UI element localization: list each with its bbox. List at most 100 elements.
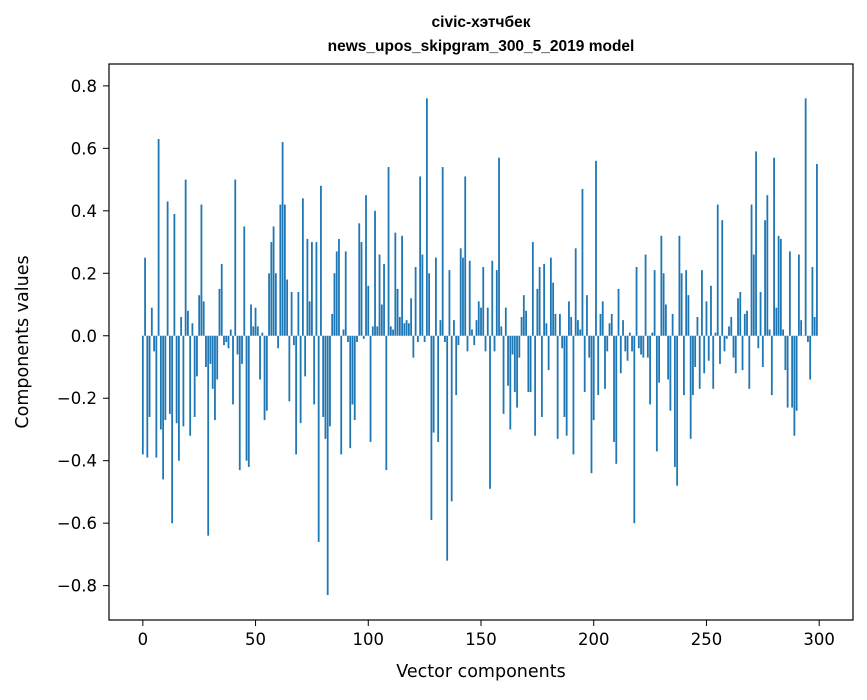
bar <box>604 336 606 389</box>
bar <box>144 258 146 336</box>
bar <box>559 314 561 336</box>
bar <box>674 336 676 467</box>
bar <box>521 317 523 336</box>
y-tick-label: 0.6 <box>71 139 97 158</box>
bar <box>399 317 401 336</box>
bar <box>760 292 762 336</box>
bar <box>421 255 423 336</box>
bar <box>487 308 489 336</box>
bar <box>180 317 182 336</box>
bar <box>527 336 529 392</box>
bar <box>805 98 807 335</box>
bar <box>449 270 451 336</box>
bar <box>149 336 151 417</box>
x-tick-label: 150 <box>465 630 497 649</box>
bar <box>663 273 665 335</box>
bar <box>340 336 342 455</box>
bar <box>503 336 505 414</box>
bar <box>458 336 460 345</box>
bar <box>239 336 241 470</box>
bar <box>408 323 410 335</box>
bar <box>719 336 721 364</box>
bar <box>250 305 252 336</box>
bar <box>194 336 196 417</box>
bar <box>178 336 180 461</box>
chart-subtitle: news_upos_skipgram_300_5_2019 model <box>328 38 635 55</box>
bar <box>279 205 281 336</box>
bar <box>313 336 315 405</box>
bar <box>595 161 597 336</box>
bar <box>476 320 478 336</box>
bar <box>647 336 649 358</box>
bar <box>410 298 412 335</box>
bar <box>327 336 329 595</box>
bar <box>586 295 588 336</box>
bar <box>462 258 464 336</box>
bar <box>284 205 286 336</box>
y-tick-label: 0.8 <box>71 77 97 96</box>
bar <box>264 336 266 420</box>
bar <box>518 336 520 358</box>
bar <box>467 336 469 352</box>
bar <box>771 336 773 395</box>
bar <box>505 308 507 336</box>
bar <box>171 336 173 523</box>
bar <box>412 336 414 358</box>
bar <box>645 255 647 336</box>
bar <box>548 336 550 370</box>
bar <box>536 289 538 336</box>
bar <box>534 336 536 436</box>
bar <box>552 283 554 336</box>
bar <box>660 236 662 336</box>
x-tick-label: 100 <box>353 630 385 649</box>
bar <box>444 336 446 342</box>
bar <box>252 326 254 335</box>
bar <box>311 242 313 336</box>
bar <box>243 226 245 335</box>
bar <box>633 336 635 523</box>
bar <box>288 336 290 402</box>
bar <box>417 336 419 342</box>
bar <box>268 273 270 335</box>
bar <box>286 280 288 336</box>
bar <box>257 326 259 335</box>
bar <box>151 308 153 336</box>
bar <box>372 326 374 335</box>
chart-title: civic-хэтчбек <box>432 14 531 31</box>
bar <box>737 298 739 335</box>
bar <box>219 289 221 336</box>
bar <box>246 336 248 461</box>
bar <box>602 301 604 335</box>
bar <box>669 336 671 411</box>
bar <box>352 336 354 405</box>
bar <box>773 158 775 336</box>
bar <box>383 264 385 336</box>
bar <box>356 336 358 342</box>
bar <box>746 311 748 336</box>
bar <box>757 336 759 348</box>
bar <box>591 336 593 473</box>
bar <box>778 236 780 336</box>
bar <box>584 336 586 392</box>
bar <box>343 330 345 336</box>
bar <box>318 336 320 542</box>
bar <box>690 336 692 439</box>
bar <box>800 320 802 336</box>
bar <box>347 336 349 342</box>
bar <box>543 264 545 336</box>
bar <box>789 251 791 335</box>
bar <box>230 330 232 336</box>
bar <box>597 336 599 395</box>
bar <box>173 214 175 336</box>
bar <box>374 211 376 336</box>
bar <box>338 239 340 336</box>
bar <box>688 295 690 336</box>
bar <box>755 151 757 335</box>
y-tick-label: 0.2 <box>71 264 97 283</box>
bar <box>577 320 579 336</box>
bar <box>751 205 753 336</box>
bar <box>455 336 457 395</box>
bar <box>415 267 417 336</box>
bar <box>498 158 500 336</box>
bar <box>679 236 681 336</box>
